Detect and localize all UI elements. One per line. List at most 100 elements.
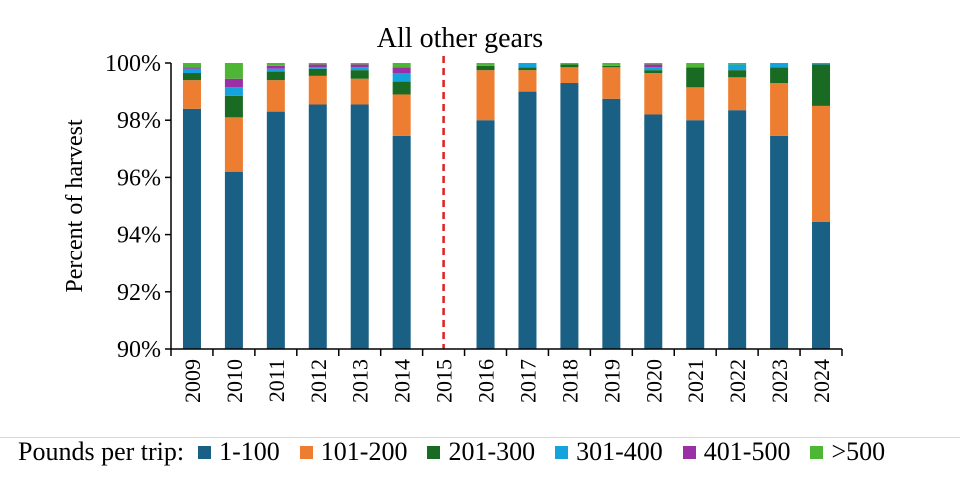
bar-2019-201-300 bbox=[602, 65, 621, 68]
x-tick-label-2021: 2021 bbox=[683, 359, 708, 403]
bar-2017-1-100 bbox=[518, 91, 537, 349]
legend-swatch bbox=[427, 445, 441, 459]
bar-2018-1-100 bbox=[560, 83, 579, 350]
y-tick-label: 94% bbox=[117, 223, 161, 249]
bar-2016-201-300 bbox=[476, 65, 495, 71]
legend-title: Pounds per trip: bbox=[18, 437, 185, 466]
legend-label: 301-400 bbox=[576, 437, 663, 466]
bar-2016-1-100 bbox=[476, 120, 495, 349]
bar-2014-1-100 bbox=[392, 135, 411, 349]
bar-2024-101-200 bbox=[812, 105, 831, 222]
bar-2021->500 bbox=[686, 63, 705, 68]
bar-2011-201-300 bbox=[266, 71, 285, 81]
x-tick-label-2010: 2010 bbox=[222, 359, 247, 403]
legend-swatch bbox=[682, 445, 696, 459]
x-tick-label-2015: 2015 bbox=[432, 359, 457, 403]
bar-2014-201-300 bbox=[392, 81, 411, 95]
bar-2012-401-500 bbox=[308, 64, 327, 68]
x-tick-label-2020: 2020 bbox=[641, 359, 666, 403]
bar-2013-101-200 bbox=[350, 78, 369, 105]
bar-2011-301-400 bbox=[266, 68, 285, 72]
bar-2014-401-500 bbox=[392, 67, 411, 74]
bar-2018-201-300 bbox=[560, 64, 579, 68]
bar-2020->500 bbox=[644, 63, 663, 65]
bar-2010-1-100 bbox=[224, 171, 243, 349]
bar-2017-301-400 bbox=[518, 63, 537, 68]
bar-2018->500 bbox=[560, 63, 579, 65]
bar-2013-1-100 bbox=[350, 104, 369, 349]
bar-2019-1-100 bbox=[602, 98, 621, 349]
bar-2022-301-400 bbox=[728, 64, 747, 71]
bars-group bbox=[182, 63, 831, 350]
bar-2013-401-500 bbox=[350, 64, 369, 68]
legend-swatch bbox=[555, 445, 569, 459]
bar-2021-201-300 bbox=[686, 67, 705, 88]
y-tick-label: 98% bbox=[117, 108, 161, 134]
bar-2020-401-500 bbox=[644, 64, 663, 68]
y-axis-label: Percent of harvest bbox=[62, 119, 88, 293]
legend: Pounds per trip: 1-100 101-200 201-300 301-… bbox=[18, 432, 958, 472]
x-tick-label-2009: 2009 bbox=[180, 359, 205, 403]
bar-2019->500 bbox=[602, 63, 621, 66]
bar-2023-201-300 bbox=[770, 67, 789, 84]
bar-2020-1-100 bbox=[644, 114, 663, 349]
x-tick-label-2012: 2012 bbox=[306, 359, 331, 403]
bar-2012-101-200 bbox=[308, 75, 327, 105]
bar-2010-101-200 bbox=[224, 117, 243, 172]
legend-item-1-100: 1-100 bbox=[198, 437, 280, 467]
bar-2016-101-200 bbox=[476, 70, 495, 121]
bar-2012-301-400 bbox=[308, 67, 327, 69]
legend-item-101-200: 101-200 bbox=[299, 437, 407, 467]
bar-2013-301-400 bbox=[350, 67, 369, 71]
bar-2011-101-200 bbox=[266, 80, 285, 112]
bar-2009-1-100 bbox=[182, 108, 201, 349]
x-tick-label-2018: 2018 bbox=[557, 359, 582, 403]
bar-2010-301-400 bbox=[224, 87, 243, 96]
x-tick-label-2017: 2017 bbox=[516, 359, 541, 403]
chart-title: All other gears bbox=[377, 23, 543, 54]
x-tick-label-2016: 2016 bbox=[474, 359, 499, 403]
bar-2009-201-300 bbox=[182, 73, 201, 81]
bar-2014-101-200 bbox=[392, 94, 411, 136]
bar-2024-301-400 bbox=[812, 63, 831, 65]
axes-group: 90% 92% 94% 96% 98% 100% 2009 2010 2011 2012 2013 2… bbox=[105, 51, 843, 403]
legend-label: 401-500 bbox=[703, 437, 791, 466]
bar-2018-101-200 bbox=[560, 67, 579, 84]
legend-item-401-500: 401-500 bbox=[682, 437, 791, 467]
bar-2011-1-100 bbox=[266, 111, 285, 350]
stacked-bar-chart: All other gears Percent of harvest 90% 92… bbox=[62, 23, 843, 403]
x-tick-label-2024: 2024 bbox=[809, 359, 834, 403]
bar-2009-401-500 bbox=[182, 67, 201, 69]
x-tick-label-2022: 2022 bbox=[725, 359, 750, 403]
legend-swatch bbox=[810, 445, 824, 459]
x-tick-label-2014: 2014 bbox=[390, 359, 415, 403]
bar-2016->500 bbox=[476, 63, 495, 66]
legend-divider bbox=[0, 437, 960, 438]
bar-2009-301-400 bbox=[182, 68, 201, 74]
bar-2020-101-200 bbox=[644, 73, 663, 115]
bar-2017-101-200 bbox=[518, 70, 537, 92]
legend-item->500: >500 bbox=[810, 437, 885, 467]
bar-2022-1-100 bbox=[728, 110, 747, 349]
bar-2023-1-100 bbox=[770, 135, 789, 349]
legend-label: 1-100 bbox=[219, 437, 280, 466]
bar-2013-201-300 bbox=[350, 70, 369, 79]
bar-2019-101-200 bbox=[602, 67, 621, 99]
bar-2011->500 bbox=[266, 63, 285, 66]
bar-2021-101-200 bbox=[686, 87, 705, 121]
y-tick-label: 100% bbox=[105, 51, 161, 77]
bar-2010-401-500 bbox=[224, 78, 243, 88]
bar-2013->500 bbox=[350, 63, 369, 65]
legend-item-201-300: 201-300 bbox=[427, 437, 535, 467]
bar-2024-1-100 bbox=[812, 221, 831, 349]
bar-2022-201-300 bbox=[728, 70, 747, 78]
y-tick-label: 96% bbox=[117, 165, 161, 191]
legend-label: 201-300 bbox=[448, 437, 536, 466]
bar-2012->500 bbox=[308, 63, 327, 65]
bar-2021-1-100 bbox=[686, 120, 705, 349]
x-tick-label-2013: 2013 bbox=[348, 359, 373, 403]
y-tick-label: 92% bbox=[117, 280, 161, 306]
bar-2009->500 bbox=[182, 63, 201, 68]
legend-swatch bbox=[198, 445, 212, 459]
bar-2010-201-300 bbox=[224, 95, 243, 118]
